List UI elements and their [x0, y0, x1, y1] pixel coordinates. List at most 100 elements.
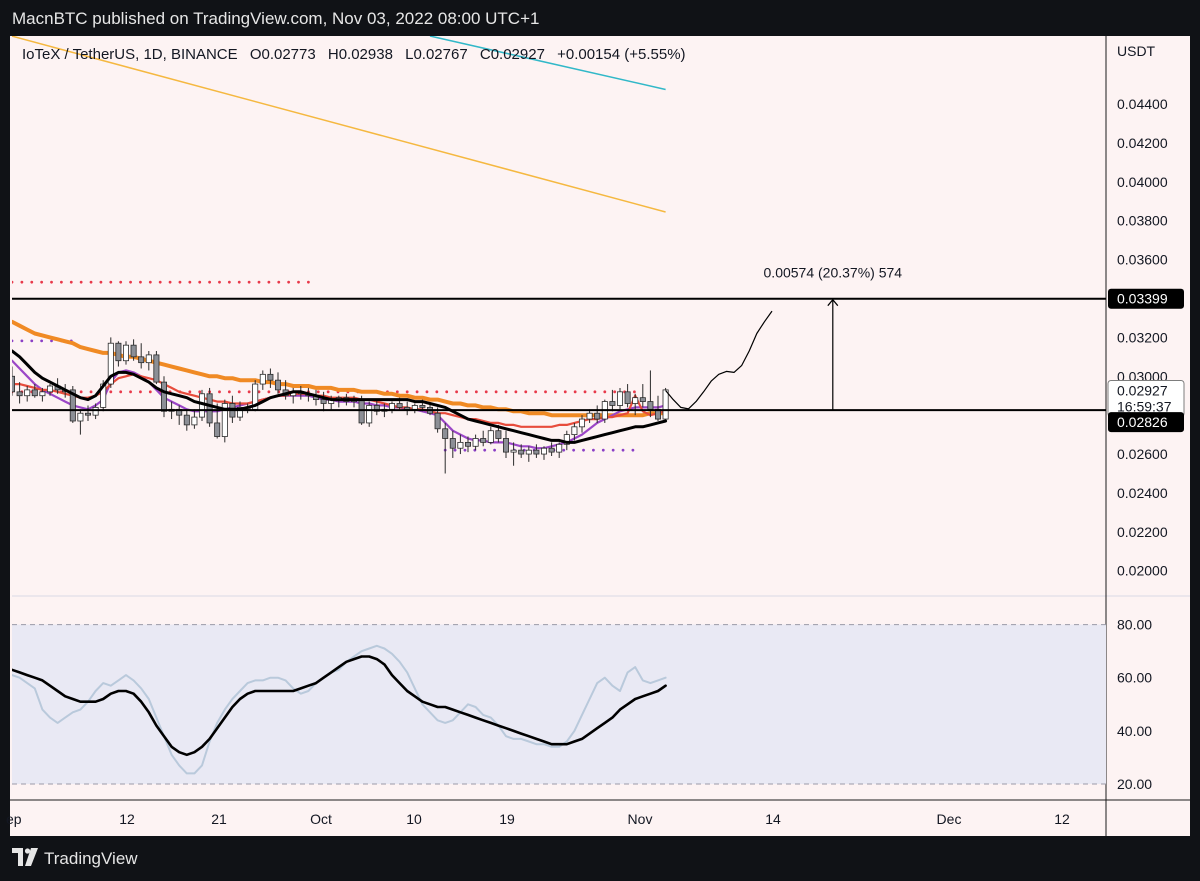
candle-down — [115, 342, 122, 362]
price-tag-support — [1108, 412, 1184, 433]
time-axis-label: Dec — [937, 811, 962, 827]
resistance-dot — [247, 280, 251, 284]
publish-info: MacnBTC published on TradingView.com, No… — [12, 9, 540, 28]
resistance-dot — [227, 390, 231, 394]
candle-up — [510, 449, 517, 453]
resistance-dot — [237, 390, 241, 394]
candle-down — [396, 403, 403, 408]
price-tick-label: 0.03600 — [1117, 252, 1168, 268]
support-dot — [50, 339, 53, 343]
publish-header: MacnBTC published on TradingView.com, No… — [0, 0, 1200, 36]
resistance-dot — [455, 390, 458, 394]
resistance-dot — [267, 390, 271, 394]
candle-up — [107, 342, 114, 385]
resistance-dot — [504, 390, 508, 394]
resistance-dot — [12, 280, 14, 284]
support-dot — [30, 339, 34, 343]
ohlc-low: L0.02767 — [405, 46, 468, 63]
candle-down — [518, 449, 525, 455]
candle-down — [358, 399, 365, 424]
resistance-dot — [129, 280, 132, 284]
candle-down — [442, 428, 449, 439]
support-dot — [463, 448, 467, 452]
candle-up — [221, 403, 228, 437]
candle-down — [130, 344, 137, 358]
oscillator-tick-label: 60.00 — [1117, 670, 1152, 686]
price-tick-label: 0.03200 — [1117, 329, 1168, 345]
resistance-dot — [465, 390, 468, 394]
candle-down — [69, 389, 76, 422]
resistance-dot — [79, 390, 83, 394]
support-dot — [562, 448, 566, 452]
candle-down — [404, 406, 411, 410]
candle-down — [373, 405, 380, 412]
resistance-dot — [148, 390, 152, 394]
tradingview-logo-icon[interactable] — [12, 848, 40, 866]
ohlc-high: H0.02938 — [327, 46, 393, 63]
resistance-dot — [20, 280, 24, 284]
candle-down — [419, 405, 426, 408]
tradingview-brand[interactable]: TradingView — [44, 849, 138, 868]
price-tick-label: 0.02600 — [1117, 446, 1168, 462]
time-axis-label: 19 — [499, 811, 515, 827]
resistance-dot — [554, 390, 557, 394]
resistance-dot — [198, 390, 202, 394]
resistance-dot — [435, 390, 439, 394]
resistance-dot — [119, 280, 123, 284]
support-dot — [621, 448, 625, 452]
symbol-name: IoTeX / TetherUS, 1D, BINANCE — [22, 46, 238, 63]
candle-up — [571, 426, 578, 436]
support-dot — [592, 448, 595, 452]
time-axis-label: Nov — [628, 811, 653, 827]
candle-down — [533, 449, 540, 455]
candle-down — [624, 391, 631, 404]
rsi-lines — [12, 644, 667, 775]
resistance-dot — [583, 390, 587, 394]
resistance-dot — [316, 390, 320, 394]
candle-up — [617, 391, 624, 406]
candle-down — [206, 393, 213, 424]
candle-up — [47, 385, 54, 393]
candle-down — [647, 401, 654, 410]
candle-down — [16, 391, 23, 397]
candle-up — [123, 344, 130, 362]
resistance-dot — [573, 390, 577, 394]
candle-up — [411, 405, 418, 410]
candle-down — [320, 399, 327, 404]
resistance-dot — [129, 390, 132, 394]
candle-down — [464, 441, 471, 447]
candle-up — [24, 389, 31, 397]
resistance-dot — [395, 390, 399, 394]
resistance-dot — [287, 280, 291, 284]
candle-down — [214, 422, 221, 437]
candle-down — [502, 438, 509, 453]
projection-path — [665, 310, 773, 410]
resistance-dot — [514, 390, 518, 394]
ma200-line — [12, 36, 666, 213]
resistance-dot — [139, 390, 142, 394]
time-axis-label: Oct — [310, 811, 332, 827]
support-dot — [601, 448, 605, 452]
measure-arrow-head — [827, 298, 839, 307]
resistance-dot — [148, 280, 152, 284]
resistance-dot — [474, 390, 478, 394]
price-axis-unit: USDT — [1117, 43, 1156, 59]
resistance-dot — [267, 280, 271, 284]
footer: TradingView — [0, 836, 1200, 881]
resistance-dot — [415, 390, 419, 394]
resistance-dot — [277, 280, 281, 284]
candle-down — [267, 373, 274, 381]
resistance-dot — [307, 280, 310, 284]
time-axis-label: 12 — [1054, 811, 1070, 827]
resistance-dot — [534, 390, 538, 394]
resistance-dot — [119, 390, 123, 394]
candle-down — [138, 356, 145, 364]
price-tick-label: 0.04400 — [1117, 96, 1168, 112]
price-tick-label: 0.02400 — [1117, 485, 1168, 501]
price-tick-label: 0.02200 — [1117, 524, 1168, 540]
resistance-dot — [603, 390, 607, 394]
ohlc-open: O0.02773 — [249, 46, 316, 63]
ohlc-change: +0.00154 (+5.55%) — [557, 46, 686, 63]
resistance-dot — [227, 280, 231, 284]
